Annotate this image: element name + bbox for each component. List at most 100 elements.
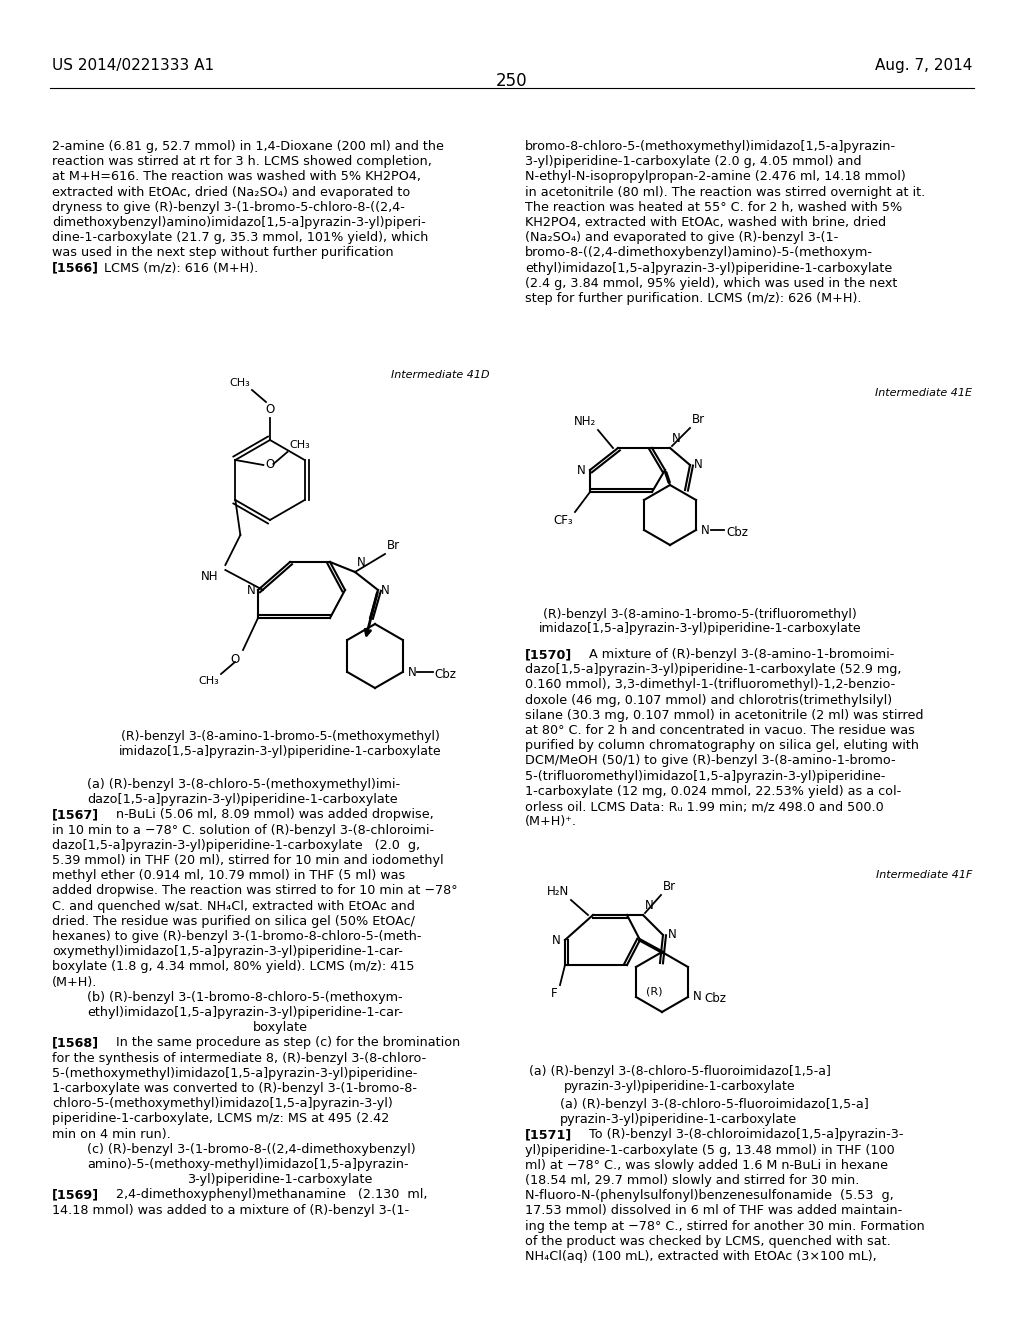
Text: (b) (R)-benzyl 3-(1-bromo-8-chloro-5-(methoxym-: (b) (R)-benzyl 3-(1-bromo-8-chloro-5-(me… — [87, 991, 402, 1003]
Text: In the same procedure as step (c) for the bromination: In the same procedure as step (c) for th… — [104, 1036, 460, 1049]
Text: of the product was checked by LCMS, quenched with sat.: of the product was checked by LCMS, quen… — [525, 1234, 891, 1247]
Text: 3-yl)piperidine-1-carboxylate (2.0 g, 4.05 mmol) and: 3-yl)piperidine-1-carboxylate (2.0 g, 4.… — [525, 156, 861, 168]
Text: boxylate (1.8 g, 4.34 mmol, 80% yield). LCMS (m/z): 415: boxylate (1.8 g, 4.34 mmol, 80% yield). … — [52, 961, 415, 973]
Text: imidazo[1,5-a]pyrazin-3-yl)piperidine-1-carboxylate: imidazo[1,5-a]pyrazin-3-yl)piperidine-1-… — [119, 744, 441, 758]
Text: ing the temp at −78° C., stirred for another 30 min. Formation: ing the temp at −78° C., stirred for ano… — [525, 1220, 925, 1233]
Text: Br: Br — [692, 413, 706, 426]
Text: (a) (R)-benzyl 3-(8-chloro-5-fluoroimidazo[1,5-a]: (a) (R)-benzyl 3-(8-chloro-5-fluoroimida… — [560, 1098, 868, 1111]
Text: N: N — [247, 583, 256, 597]
Text: boxylate: boxylate — [253, 1022, 307, 1034]
Text: purified by column chromatography on silica gel, eluting with: purified by column chromatography on sil… — [525, 739, 919, 752]
Text: dazo[1,5-a]pyrazin-3-yl)piperidine-1-carboxylate (52.9 mg,: dazo[1,5-a]pyrazin-3-yl)piperidine-1-car… — [525, 663, 901, 676]
Text: ethyl)imidazo[1,5-a]pyrazin-3-yl)piperidine-1-carboxylate: ethyl)imidazo[1,5-a]pyrazin-3-yl)piperid… — [525, 261, 892, 275]
Text: N: N — [693, 990, 701, 1003]
Text: 5-(methoxymethyl)imidazo[1,5-a]pyrazin-3-yl)piperidine-: 5-(methoxymethyl)imidazo[1,5-a]pyrazin-3… — [52, 1067, 418, 1080]
Text: US 2014/0221333 A1: US 2014/0221333 A1 — [52, 58, 214, 73]
Text: 14.18 mmol) was added to a mixture of (R)-benzyl 3-(1-: 14.18 mmol) was added to a mixture of (R… — [52, 1204, 410, 1217]
Text: 1-carboxylate was converted to (R)-benzyl 3-(1-bromo-8-: 1-carboxylate was converted to (R)-benzy… — [52, 1082, 417, 1096]
Text: amino)-5-(methoxy-methyl)imidazo[1,5-a]pyrazin-: amino)-5-(methoxy-methyl)imidazo[1,5-a]p… — [87, 1158, 409, 1171]
Text: orless oil. LCMS Data: Rᵤ 1.99 min; m/z 498.0 and 500.0: orless oil. LCMS Data: Rᵤ 1.99 min; m/z … — [525, 800, 884, 813]
Text: Br: Br — [663, 880, 676, 894]
Text: KH2PO4, extracted with EtOAc, washed with brine, dried: KH2PO4, extracted with EtOAc, washed wit… — [525, 216, 886, 228]
Text: [1566]: [1566] — [52, 261, 99, 275]
Text: 17.53 mmol) dissolved in 6 ml of THF was added maintain-: 17.53 mmol) dissolved in 6 ml of THF was… — [525, 1204, 902, 1217]
Text: NH₄Cl(aq) (100 mL), extracted with EtOAc (3×100 mL),: NH₄Cl(aq) (100 mL), extracted with EtOAc… — [525, 1250, 877, 1263]
Text: bromo-8-((2,4-dimethoxybenzyl)amino)-5-(methoxym-: bromo-8-((2,4-dimethoxybenzyl)amino)-5-(… — [525, 247, 873, 260]
Text: Cbz: Cbz — [703, 993, 726, 1006]
Text: Intermediate 41D: Intermediate 41D — [391, 370, 490, 380]
Text: H₂N: H₂N — [547, 884, 569, 898]
Text: NH: NH — [201, 570, 218, 583]
Text: bromo-8-chloro-5-(methoxymethyl)imidazo[1,5-a]pyrazin-: bromo-8-chloro-5-(methoxymethyl)imidazo[… — [525, 140, 896, 153]
Text: [1570]: [1570] — [525, 648, 572, 661]
Text: N: N — [645, 899, 653, 912]
Text: [1571]: [1571] — [525, 1129, 572, 1142]
Text: Intermediate 41F: Intermediate 41F — [876, 870, 972, 880]
Text: N: N — [694, 458, 702, 471]
Text: n-BuLi (5.06 ml, 8.09 mmol) was added dropwise,: n-BuLi (5.06 ml, 8.09 mmol) was added dr… — [104, 808, 434, 821]
Text: CF₃: CF₃ — [553, 513, 573, 527]
Text: N: N — [578, 463, 586, 477]
Text: N: N — [408, 665, 417, 678]
Text: silane (30.3 mg, 0.107 mmol) in acetonitrile (2 ml) was stirred: silane (30.3 mg, 0.107 mmol) in acetonit… — [525, 709, 924, 722]
Text: Cbz: Cbz — [435, 668, 457, 681]
Text: LCMS (m/z): 616 (M+H).: LCMS (m/z): 616 (M+H). — [104, 261, 258, 275]
Text: hexanes) to give (R)-benzyl 3-(1-bromo-8-chloro-5-(meth-: hexanes) to give (R)-benzyl 3-(1-bromo-8… — [52, 931, 422, 942]
Text: (a) (R)-benzyl 3-(8-chloro-5-(methoxymethyl)imi-: (a) (R)-benzyl 3-(8-chloro-5-(methoxymet… — [87, 777, 400, 791]
Text: O: O — [265, 403, 274, 416]
Text: oxymethyl)imidazo[1,5-a]pyrazin-3-yl)piperidine-1-car-: oxymethyl)imidazo[1,5-a]pyrazin-3-yl)pip… — [52, 945, 402, 958]
Text: at M+H=616. The reaction was washed with 5% KH2PO4,: at M+H=616. The reaction was washed with… — [52, 170, 421, 183]
Text: piperidine-1-carboxylate, LCMS m/z: MS at 495 (2.42: piperidine-1-carboxylate, LCMS m/z: MS a… — [52, 1113, 389, 1126]
Text: methyl ether (0.914 ml, 10.79 mmol) in THF (5 ml) was: methyl ether (0.914 ml, 10.79 mmol) in T… — [52, 869, 406, 882]
Text: 2-amine (6.81 g, 52.7 mmol) in 1,4-Dioxane (200 ml) and the: 2-amine (6.81 g, 52.7 mmol) in 1,4-Dioxa… — [52, 140, 443, 153]
Text: dine-1-carboxylate (21.7 g, 35.3 mmol, 101% yield), which: dine-1-carboxylate (21.7 g, 35.3 mmol, 1… — [52, 231, 428, 244]
Text: DCM/MeOH (50/1) to give (R)-benzyl 3-(8-amino-1-bromo-: DCM/MeOH (50/1) to give (R)-benzyl 3-(8-… — [525, 755, 896, 767]
Text: [1567]: [1567] — [52, 808, 99, 821]
Text: min on 4 min run).: min on 4 min run). — [52, 1127, 171, 1140]
Text: dimethoxybenzyl)amino)imidazo[1,5-a]pyrazin-3-yl)piperi-: dimethoxybenzyl)amino)imidazo[1,5-a]pyra… — [52, 216, 426, 228]
Text: F: F — [551, 987, 558, 1001]
Text: CH₃: CH₃ — [229, 378, 250, 388]
Text: 0.160 mmol), 3,3-dimethyl-1-(trifluoromethyl)-1,2-benzio-: 0.160 mmol), 3,3-dimethyl-1-(trifluorome… — [525, 678, 895, 692]
Text: (c) (R)-benzyl 3-(1-bromo-8-((2,4-dimethoxybenzyl): (c) (R)-benzyl 3-(1-bromo-8-((2,4-dimeth… — [87, 1143, 416, 1156]
Text: N: N — [701, 524, 710, 536]
Text: chloro-5-(methoxymethyl)imidazo[1,5-a]pyrazin-3-yl): chloro-5-(methoxymethyl)imidazo[1,5-a]py… — [52, 1097, 393, 1110]
Text: N: N — [381, 583, 390, 597]
Text: yl)piperidine-1-carboxylate (5 g, 13.48 mmol) in THF (100: yl)piperidine-1-carboxylate (5 g, 13.48 … — [525, 1143, 895, 1156]
Text: (M+H)⁺.: (M+H)⁺. — [525, 816, 577, 828]
Text: dried. The residue was purified on silica gel (50% EtOAc/: dried. The residue was purified on silic… — [52, 915, 415, 928]
Text: ml) at −78° C., was slowly added 1.6 M n-BuLi in hexane: ml) at −78° C., was slowly added 1.6 M n… — [525, 1159, 888, 1172]
Text: 5-(trifluoromethyl)imidazo[1,5-a]pyrazin-3-yl)piperidine-: 5-(trifluoromethyl)imidazo[1,5-a]pyrazin… — [525, 770, 886, 783]
Text: extracted with EtOAc, dried (Na₂SO₄) and evaporated to: extracted with EtOAc, dried (Na₂SO₄) and… — [52, 186, 411, 198]
Text: doxole (46 mg, 0.107 mmol) and chlorotris(trimethylsilyl): doxole (46 mg, 0.107 mmol) and chlorotri… — [525, 693, 892, 706]
Text: 3-yl)piperidine-1-carboxylate: 3-yl)piperidine-1-carboxylate — [187, 1173, 373, 1187]
Text: (M+H).: (M+H). — [52, 975, 97, 989]
Text: ethyl)imidazo[1,5-a]pyrazin-3-yl)piperidine-1-car-: ethyl)imidazo[1,5-a]pyrazin-3-yl)piperid… — [87, 1006, 403, 1019]
Text: 5.39 mmol) in THF (20 ml), stirred for 10 min and iodomethyl: 5.39 mmol) in THF (20 ml), stirred for 1… — [52, 854, 443, 867]
Text: CH₃: CH₃ — [199, 676, 219, 686]
Text: The reaction was heated at 55° C. for 2 h, washed with 5%: The reaction was heated at 55° C. for 2 … — [525, 201, 902, 214]
Text: N: N — [357, 556, 366, 569]
Text: (Na₂SO₄) and evaporated to give (R)-benzyl 3-(1-: (Na₂SO₄) and evaporated to give (R)-benz… — [525, 231, 839, 244]
Text: step for further purification. LCMS (m/z): 626 (M+H).: step for further purification. LCMS (m/z… — [525, 292, 861, 305]
Text: (2.4 g, 3.84 mmol, 95% yield), which was used in the next: (2.4 g, 3.84 mmol, 95% yield), which was… — [525, 277, 897, 290]
Text: added dropwise. The reaction was stirred to for 10 min at −78°: added dropwise. The reaction was stirred… — [52, 884, 458, 898]
Text: N-ethyl-N-isopropylpropan-2-amine (2.476 ml, 14.18 mmol): N-ethyl-N-isopropylpropan-2-amine (2.476… — [525, 170, 906, 183]
Text: (R)-benzyl 3-(8-amino-1-bromo-5-(methoxymethyl): (R)-benzyl 3-(8-amino-1-bromo-5-(methoxy… — [121, 730, 439, 743]
Text: (a) (R)-benzyl 3-(8-chloro-5-fluoroimidazo[1,5-a]: (a) (R)-benzyl 3-(8-chloro-5-fluoroimida… — [529, 1065, 830, 1078]
Text: dazo[1,5-a]pyrazin-3-yl)piperidine-1-carboxylate: dazo[1,5-a]pyrazin-3-yl)piperidine-1-car… — [87, 793, 397, 807]
Text: O: O — [265, 458, 274, 470]
Text: 1-carboxylate (12 mg, 0.024 mmol, 22.53% yield) as a col-: 1-carboxylate (12 mg, 0.024 mmol, 22.53%… — [525, 785, 901, 797]
Text: (R): (R) — [646, 987, 663, 997]
Text: N: N — [552, 933, 561, 946]
Text: Aug. 7, 2014: Aug. 7, 2014 — [874, 58, 972, 73]
Text: imidazo[1,5-a]pyrazin-3-yl)piperidine-1-carboxylate: imidazo[1,5-a]pyrazin-3-yl)piperidine-1-… — [539, 622, 861, 635]
Text: 2,4-dimethoxyphenyl)methanamine   (2.130  ml,: 2,4-dimethoxyphenyl)methanamine (2.130 m… — [104, 1188, 427, 1201]
Text: dryness to give (R)-benzyl 3-(1-bromo-5-chloro-8-((2,4-: dryness to give (R)-benzyl 3-(1-bromo-5-… — [52, 201, 404, 214]
Text: Cbz: Cbz — [726, 525, 748, 539]
Text: C. and quenched w/sat. NH₄Cl, extracted with EtOAc and: C. and quenched w/sat. NH₄Cl, extracted … — [52, 900, 415, 912]
Text: in acetonitrile (80 ml). The reaction was stirred overnight at it.: in acetonitrile (80 ml). The reaction wa… — [525, 186, 926, 198]
Text: at 80° C. for 2 h and concentrated in vacuo. The residue was: at 80° C. for 2 h and concentrated in va… — [525, 723, 914, 737]
Text: 250: 250 — [497, 73, 527, 90]
Text: in 10 min to a −78° C. solution of (R)-benzyl 3-(8-chloroimi-: in 10 min to a −78° C. solution of (R)-b… — [52, 824, 434, 837]
